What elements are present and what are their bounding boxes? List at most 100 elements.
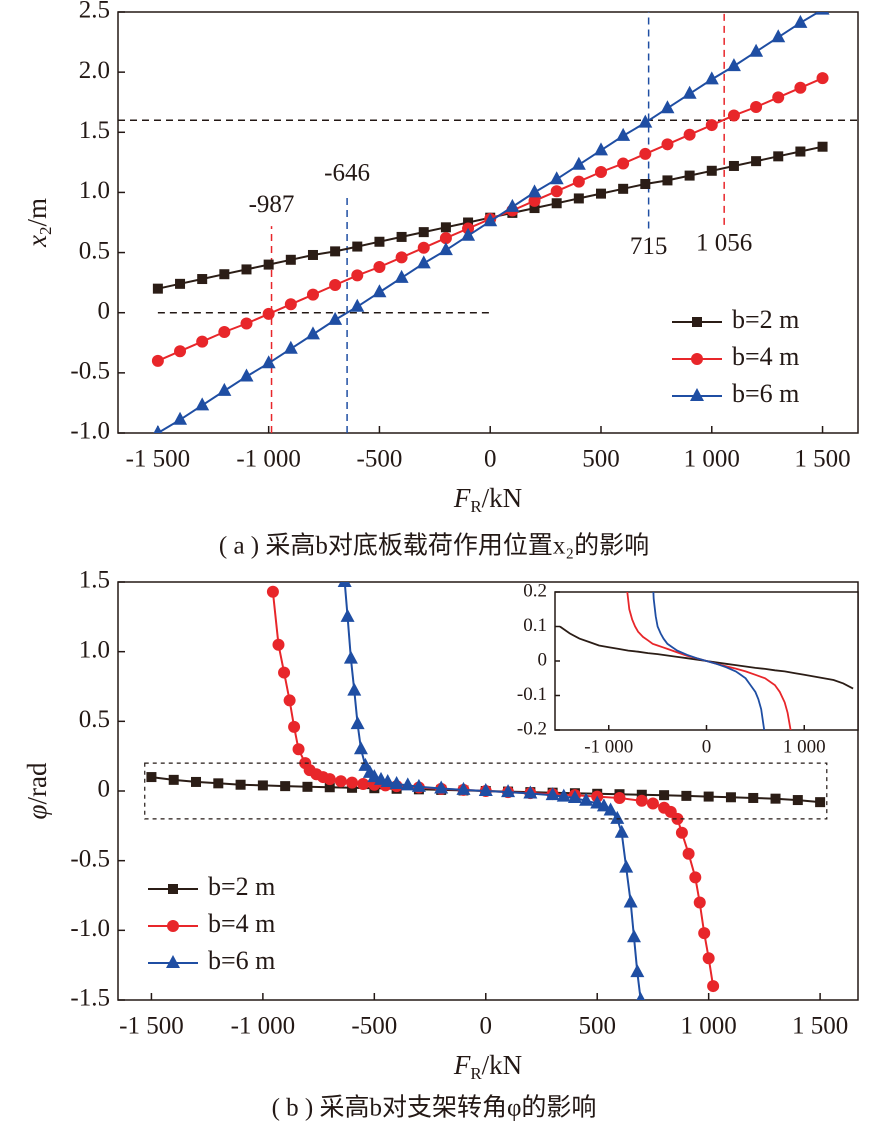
annotation: -646: [324, 160, 370, 187]
marker: [596, 798, 611, 812]
marker: [579, 792, 594, 806]
y-tick-label: -0.2: [517, 718, 547, 739]
marker: [626, 929, 641, 943]
marker: [439, 232, 452, 245]
marker: [545, 787, 560, 801]
x-tick-label: -1 000: [584, 736, 633, 757]
legend-marker: [167, 920, 179, 932]
marker: [523, 785, 538, 799]
x-tick-label: 1 500: [794, 446, 850, 473]
inset-area: [559, 592, 854, 730]
marker: [219, 269, 230, 280]
marker: [284, 298, 297, 311]
axis-label-unit: /kN: [482, 483, 523, 513]
legend-marker-shape: [692, 317, 702, 327]
marker: [661, 138, 674, 151]
x-tick-label: -1 500: [126, 446, 191, 473]
marker: [351, 269, 364, 282]
axis-label-var: F: [453, 483, 471, 513]
annotation: 715: [630, 233, 668, 260]
marker: [173, 411, 188, 425]
marker: [374, 236, 385, 247]
marker: [573, 193, 584, 204]
legend-marker-shape: [690, 388, 704, 401]
marker: [292, 743, 305, 756]
marker: [689, 871, 702, 884]
y-tick-label: 0: [98, 297, 111, 324]
x-tick-label: 1 000: [681, 1013, 737, 1040]
legend-label: b=2 m: [732, 305, 799, 334]
legend-marker: [690, 388, 704, 401]
marker: [373, 261, 386, 274]
axis-label-unit: /rad: [22, 762, 52, 804]
marker: [146, 772, 157, 783]
marker: [217, 382, 232, 396]
y-tick-label: 0.5: [79, 706, 110, 733]
marker: [328, 311, 343, 325]
marker: [728, 160, 739, 171]
marker: [438, 242, 453, 256]
marker: [613, 791, 626, 804]
marker: [151, 354, 164, 367]
marker: [235, 779, 246, 790]
marker: [394, 269, 409, 283]
marker: [357, 778, 370, 791]
axis-label: φ/rad: [22, 762, 52, 819]
marker: [418, 227, 429, 238]
marker: [771, 29, 786, 43]
x-tick-label: -500: [351, 1013, 397, 1040]
marker: [152, 283, 163, 294]
marker: [638, 114, 653, 128]
marker: [549, 171, 564, 185]
x-tick-label: 500: [582, 446, 620, 473]
axis-label-var: φ: [22, 804, 52, 819]
y-tick-label: 0.2: [523, 580, 547, 601]
marker: [567, 789, 582, 803]
marker: [350, 298, 365, 312]
marker: [283, 694, 296, 707]
marker: [816, 72, 829, 85]
plot-area: [118, 12, 858, 433]
marker: [704, 71, 719, 85]
y-tick-label: 0: [98, 776, 111, 803]
marker: [395, 251, 408, 264]
marker: [614, 824, 629, 838]
axis-label-unit: /m: [22, 198, 52, 227]
marker: [662, 175, 673, 186]
marker: [505, 198, 520, 212]
marker: [324, 782, 335, 793]
marker: [352, 241, 363, 252]
marker: [241, 264, 252, 275]
marker: [263, 259, 274, 270]
marker: [572, 175, 585, 188]
legend-marker: [168, 884, 178, 894]
x-tick-label: -1 000: [236, 446, 301, 473]
marker: [571, 156, 586, 170]
marker: [749, 43, 764, 57]
x-tick-label: 500: [578, 1013, 616, 1040]
marker: [306, 288, 319, 301]
marker: [416, 255, 431, 269]
marker: [693, 896, 706, 909]
marker: [305, 326, 320, 340]
x-tick-label: 1 000: [684, 446, 740, 473]
plot-area: [146, 582, 826, 1000]
y-tick-label: 0.5: [79, 237, 110, 264]
marker: [196, 335, 209, 348]
marker: [556, 788, 571, 802]
marker: [595, 188, 606, 199]
y-tick-label: 1.0: [79, 636, 110, 663]
marker: [550, 185, 563, 198]
marker: [593, 142, 608, 156]
marker: [213, 778, 224, 789]
marker: [337, 582, 352, 587]
axis-label: FR/kN: [453, 483, 522, 516]
marker: [174, 345, 187, 358]
marker: [603, 802, 618, 816]
y-tick-label: 1.5: [79, 117, 110, 144]
marker: [630, 964, 645, 978]
legend-marker-shape: [168, 884, 178, 894]
legend-label: b=4 m: [208, 909, 275, 938]
marker: [483, 213, 498, 227]
marker: [343, 650, 358, 664]
